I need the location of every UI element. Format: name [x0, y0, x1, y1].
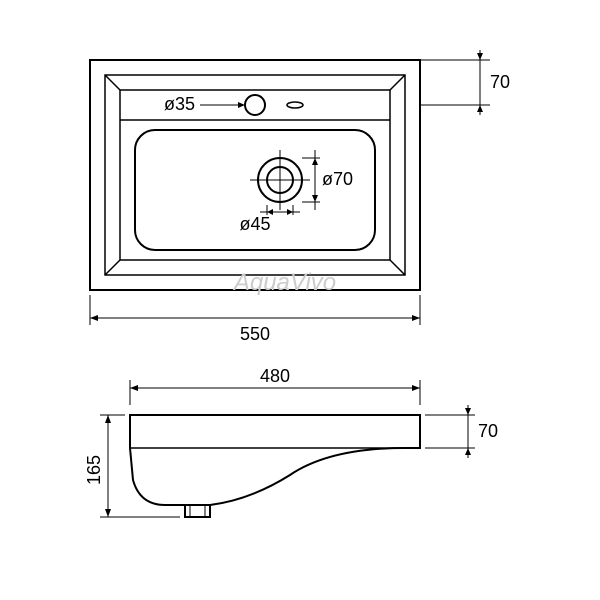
label-dia70: ø70 [322, 169, 353, 189]
top-view: ø35 ø45 ø70 70 550 [90, 50, 510, 344]
arrow-s70-b [465, 448, 471, 455]
arrow-550-r [412, 315, 420, 321]
label-s70: 70 [478, 421, 498, 441]
arrow-480-r [412, 385, 420, 391]
arrow-dia70-t [312, 158, 318, 165]
label-550: 550 [240, 324, 270, 344]
arrow-70-b [477, 105, 483, 112]
side-profile [130, 415, 420, 505]
arrow-70-t [477, 53, 483, 60]
arrow-dia35 [238, 102, 245, 108]
side-view: 480 70 165 [84, 366, 498, 517]
arrow-480-l [130, 385, 138, 391]
label-165: 165 [84, 455, 104, 485]
drain-stub [185, 505, 210, 517]
label-480: 480 [260, 366, 290, 386]
arrow-165-t [105, 415, 111, 423]
basin-rim [105, 75, 405, 275]
label-70-top: 70 [490, 72, 510, 92]
arrow-dia70-b [312, 195, 318, 202]
technical-drawing: ø35 ø45 ø70 70 550 AquaVivo [0, 0, 600, 600]
label-dia45: ø45 [239, 214, 270, 234]
arrow-550-l [90, 315, 98, 321]
label-dia35: ø35 [164, 94, 195, 114]
faucet-hole [245, 95, 265, 115]
watermark: AquaVivo [232, 269, 336, 296]
arrow-165-b [105, 509, 111, 517]
overflow-slot [287, 102, 303, 108]
arrow-s70-t [465, 408, 471, 415]
arrow-dia45-r [287, 209, 293, 215]
